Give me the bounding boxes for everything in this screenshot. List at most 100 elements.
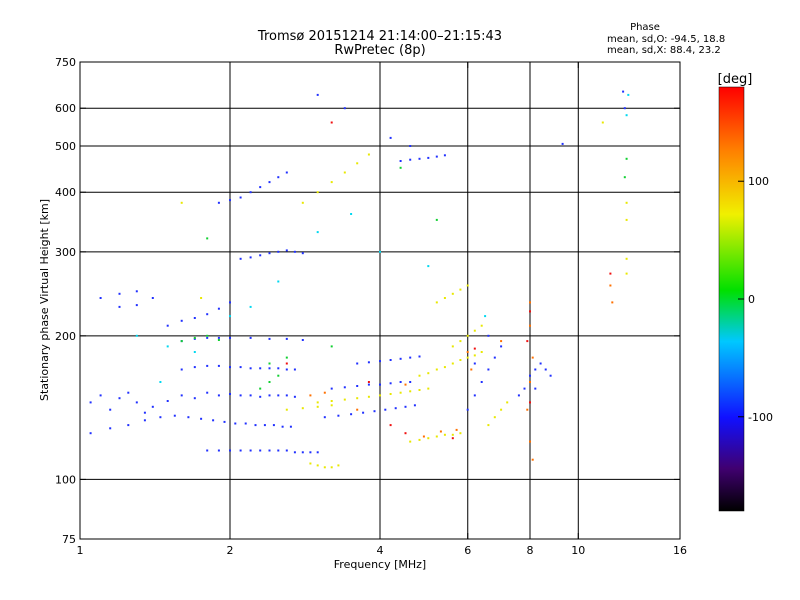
data-point: [217, 394, 220, 397]
data-point: [526, 408, 529, 411]
data-point: [272, 424, 275, 427]
data-point: [229, 199, 231, 202]
data-point: [206, 364, 209, 367]
y-tick-label: 75: [62, 533, 76, 546]
data-point: [316, 405, 319, 408]
data-point: [330, 466, 333, 469]
data-point: [217, 364, 220, 367]
data-point: [418, 157, 421, 160]
data-point: [285, 408, 288, 411]
data-point: [206, 449, 209, 452]
data-point: [451, 433, 454, 436]
axis-ticks: [79, 61, 681, 540]
data-point: [379, 394, 381, 397]
chart-subtitle: RwPretec (8p): [334, 43, 425, 58]
data-point: [389, 393, 392, 395]
data-point: [487, 424, 490, 427]
data-point: [443, 433, 446, 436]
data-point: [451, 362, 454, 365]
colorbar-label: [deg]: [718, 72, 753, 87]
data-point: [166, 345, 169, 348]
data-point: [466, 408, 469, 411]
colorbar-ticks: 100 0 -100: [738, 175, 773, 424]
data-point: [625, 257, 628, 260]
data-point: [159, 381, 162, 383]
data-point: [239, 366, 242, 369]
data-point: [356, 385, 359, 387]
data-point: [268, 362, 271, 365]
data-point: [316, 191, 319, 194]
data-point: [487, 368, 490, 371]
data-point: [193, 336, 196, 339]
data-point: [143, 419, 146, 422]
data-point: [399, 391, 402, 394]
data-point: [293, 451, 296, 454]
data-point: [409, 145, 412, 147]
data-point: [249, 305, 252, 308]
data-point: [259, 395, 262, 398]
data-point: [544, 368, 547, 371]
data-point: [180, 340, 183, 343]
data-point: [404, 405, 407, 408]
data-point: [159, 416, 162, 419]
data-point: [229, 449, 231, 452]
data-point: [534, 387, 537, 390]
data-point: [418, 355, 421, 358]
data-point: [413, 404, 416, 407]
data-point: [293, 368, 296, 371]
data-point: [118, 397, 121, 400]
data-point: [268, 337, 271, 340]
data-point: [487, 334, 490, 337]
data-point: [529, 324, 531, 327]
data-point: [193, 397, 196, 400]
data-point: [531, 458, 534, 461]
data-point: [330, 400, 333, 402]
data-point: [435, 368, 438, 371]
data-point: [217, 339, 220, 341]
data-point: [229, 336, 231, 339]
data-point: [418, 374, 421, 377]
data-point: [309, 462, 312, 465]
data-point: [443, 366, 446, 369]
data-point: [523, 387, 526, 390]
data-point: [367, 383, 370, 386]
data-point: [309, 394, 312, 397]
data-point: [89, 432, 92, 435]
data-point: [500, 408, 503, 411]
data-point: [611, 301, 614, 304]
data-point: [435, 435, 438, 438]
data-point: [473, 329, 476, 332]
data-point: [435, 301, 438, 304]
data-point: [399, 166, 402, 169]
data-point: [229, 393, 231, 395]
data-point: [277, 176, 280, 179]
data-point: [89, 401, 92, 404]
data-point: [217, 201, 220, 204]
data-point: [549, 374, 552, 377]
data-point: [622, 90, 625, 93]
data-point: [473, 362, 476, 365]
data-point: [539, 362, 542, 365]
x-tick-label: 6: [464, 544, 471, 557]
y-tick-label: 600: [55, 102, 76, 115]
data-point: [259, 367, 262, 370]
data-point: [193, 366, 196, 369]
data-point: [135, 304, 138, 307]
data-point: [422, 435, 425, 438]
data-point: [99, 297, 102, 299]
data-point: [480, 324, 483, 327]
data-point: [293, 250, 296, 253]
data-point: [217, 449, 220, 452]
data-point: [277, 449, 280, 452]
data-point: [459, 432, 462, 435]
data-point: [350, 213, 353, 215]
colorbar-tick-label: 100: [748, 175, 769, 188]
data-point: [127, 391, 130, 394]
x-axis-label: Frequency [MHz]: [334, 558, 426, 571]
data-point: [418, 438, 421, 441]
data-point: [534, 368, 537, 371]
data-point: [249, 336, 252, 339]
data-point: [301, 201, 304, 204]
data-point: [206, 391, 209, 394]
data-point: [367, 361, 370, 364]
